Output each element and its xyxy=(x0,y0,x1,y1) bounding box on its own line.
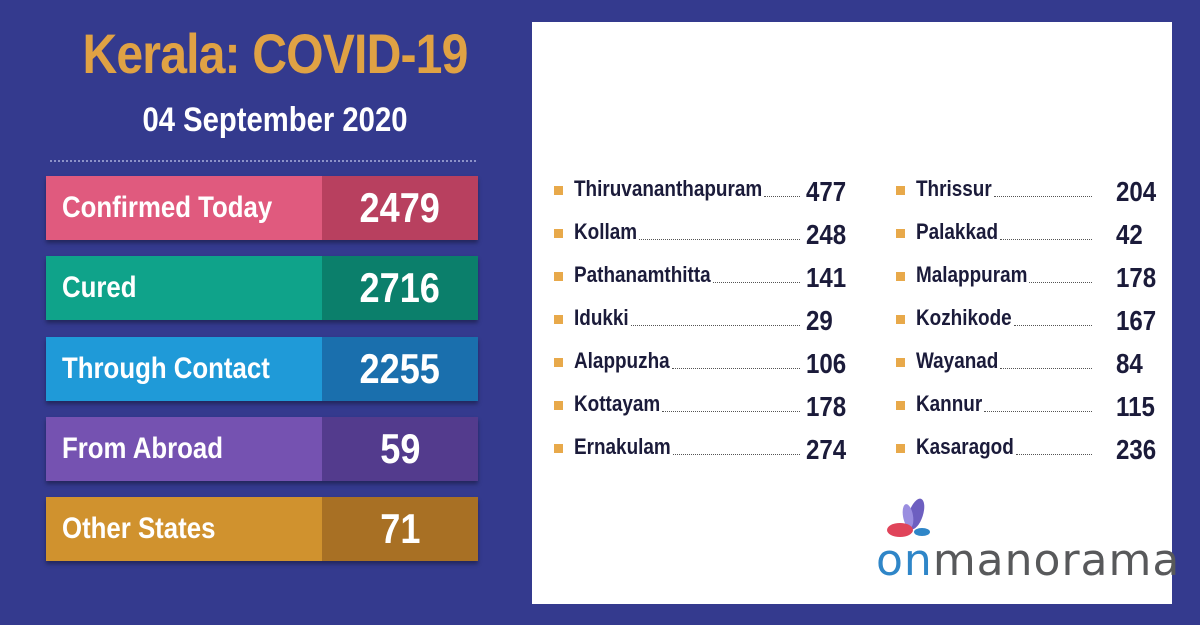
onmanorama-logo: onmanorama xyxy=(876,494,1179,590)
dot-leader xyxy=(1015,454,1092,455)
district-name: Malappuram xyxy=(916,262,1028,287)
stat-label: Cured xyxy=(62,271,137,304)
district-count: 141 xyxy=(806,262,847,293)
district-count: 84 xyxy=(1116,348,1143,379)
dot-leader xyxy=(1013,325,1092,326)
district-count: 106 xyxy=(806,348,847,379)
district-name: Thiruvananthapuram xyxy=(574,176,763,201)
bullet-icon xyxy=(896,272,905,281)
logo-text-manorama: manorama xyxy=(932,535,1181,586)
stat-row: Other States 71 xyxy=(46,497,478,561)
district-name: Palakkad xyxy=(916,219,999,244)
district-name: Kasaragod xyxy=(916,434,1014,459)
district-name: Thrissur xyxy=(916,176,992,201)
bullet-icon xyxy=(554,229,563,238)
stat-value: 71 xyxy=(379,505,421,552)
dot-leader xyxy=(1000,239,1092,240)
bullet-icon xyxy=(554,401,563,410)
stat-row: Through Contact 2255 xyxy=(46,337,478,401)
district-name: Pathanamthitta xyxy=(574,262,711,287)
district-count: 477 xyxy=(806,176,847,207)
district-count: 29 xyxy=(806,305,833,336)
district-name: Kottayam xyxy=(574,391,661,416)
stat-label: Other States xyxy=(62,512,216,545)
district-count: 248 xyxy=(806,219,847,250)
district-name: Kollam xyxy=(574,219,638,244)
stat-value: 2255 xyxy=(359,345,441,392)
bullet-icon xyxy=(554,358,563,367)
dot-leader xyxy=(630,325,800,326)
bullet-icon xyxy=(896,229,905,238)
page-date: 04 September 2020 xyxy=(142,101,408,139)
dot-leader xyxy=(1029,282,1092,283)
bullet-icon xyxy=(896,444,905,453)
district-count: 236 xyxy=(1116,434,1157,465)
dot-leader xyxy=(639,239,800,240)
stat-value: 2716 xyxy=(359,264,441,311)
dot-leader xyxy=(672,454,800,455)
stat-label: Confirmed Today xyxy=(62,191,273,224)
page-title: Kerala: COVID-19 xyxy=(82,22,468,85)
stat-value: 2479 xyxy=(359,184,441,231)
divider xyxy=(50,160,476,162)
district-count: 204 xyxy=(1116,176,1157,207)
district-count: 167 xyxy=(1116,305,1157,336)
district-panel: Thiruvananthapuram 477 Kollam 248 Pathanamth… xyxy=(532,22,1172,604)
dot-leader xyxy=(712,282,800,283)
logo-text-on: on xyxy=(876,535,933,586)
bullet-icon xyxy=(896,358,905,367)
dot-leader xyxy=(764,196,800,197)
district-name: Wayanad xyxy=(916,348,999,373)
district-count: 178 xyxy=(806,391,847,422)
district-count: 42 xyxy=(1116,219,1143,250)
bullet-icon xyxy=(896,401,905,410)
stat-row: Cured 2716 xyxy=(46,256,478,320)
district-count: 115 xyxy=(1116,391,1155,422)
bullet-icon xyxy=(554,186,563,195)
district-name: Ernakulam xyxy=(574,434,671,459)
bullet-icon xyxy=(554,272,563,281)
bullet-icon xyxy=(554,444,563,453)
district-name: Kozhikode xyxy=(916,305,1012,330)
district-name: Kannur xyxy=(916,391,983,416)
dot-leader xyxy=(1000,368,1092,369)
dot-leader xyxy=(671,368,800,369)
district-count: 178 xyxy=(1116,262,1157,293)
stat-row: Confirmed Today 2479 xyxy=(46,176,478,240)
district-name: Alappuzha xyxy=(574,348,670,373)
dot-leader xyxy=(984,411,1092,412)
bullet-icon xyxy=(896,315,905,324)
stat-label: From Abroad xyxy=(62,432,224,465)
bullet-icon xyxy=(554,315,563,324)
district-name: Idukki xyxy=(574,305,629,330)
district-count: 274 xyxy=(806,434,847,465)
dot-leader xyxy=(662,411,800,412)
stat-label: Through Contact xyxy=(62,352,270,385)
butterfly-icon xyxy=(887,498,930,537)
dot-leader xyxy=(993,196,1092,197)
stat-row: From Abroad 59 xyxy=(46,417,478,481)
stat-value: 59 xyxy=(379,425,421,472)
bullet-icon xyxy=(896,186,905,195)
